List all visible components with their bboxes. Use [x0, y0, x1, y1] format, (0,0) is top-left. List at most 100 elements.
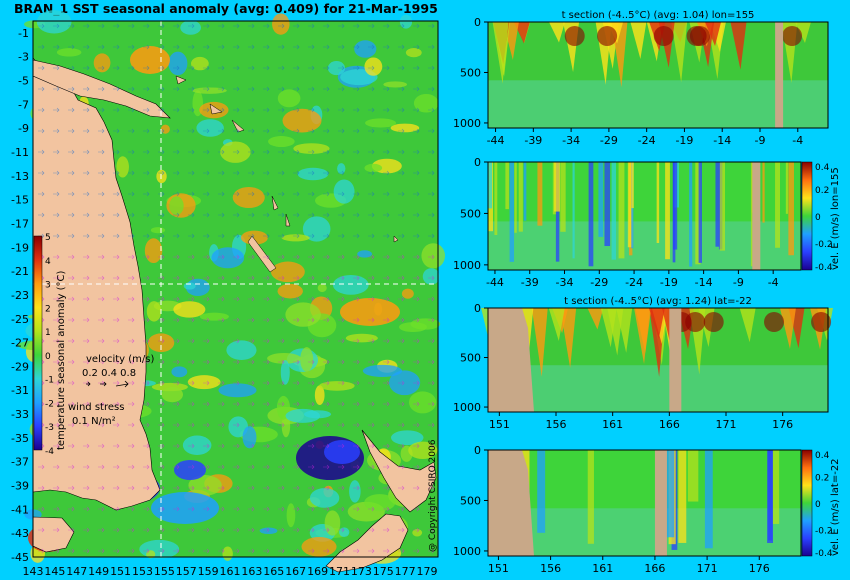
- map-x-tick-label: 175: [373, 565, 394, 578]
- anomaly-blob: [364, 163, 383, 173]
- anomaly-blob: [332, 275, 369, 295]
- wind-arrow: [398, 233, 405, 239]
- map-x-tick-label: 153: [132, 565, 153, 578]
- wind-arrow: [53, 233, 60, 239]
- anomaly-blob: [345, 333, 378, 343]
- wind-arrow: [188, 233, 195, 239]
- wind-arrow: [128, 86, 135, 92]
- wind-arrow: [383, 128, 390, 134]
- wind-arrow: [323, 275, 330, 281]
- velocity-feature: [698, 162, 702, 263]
- wind-arrow: [308, 401, 315, 407]
- wind-arrow: [428, 443, 435, 449]
- wind-arrow: [128, 65, 135, 71]
- wind-arrow: [128, 317, 135, 323]
- wind-arrow: [53, 506, 60, 512]
- map-x-tick-label: 157: [176, 565, 197, 578]
- velocity-feature: [523, 162, 527, 221]
- wind-arrow: [143, 422, 150, 428]
- wind-arrow: [353, 65, 360, 71]
- wind-arrow: [68, 170, 75, 176]
- section-y-tick-label: 0: [474, 302, 481, 315]
- wind-arrow: [398, 65, 405, 71]
- temperature-feature: [811, 312, 832, 332]
- wind-arrow: [203, 107, 210, 113]
- wind-arrow: [413, 149, 420, 155]
- wind-arrow: [53, 359, 60, 365]
- colorbar-gradient: [33, 235, 43, 451]
- section-y-tick-label: 0: [474, 156, 481, 169]
- wind-arrow: [113, 380, 120, 386]
- anomaly-blob: [389, 370, 421, 396]
- wind-arrow: [218, 44, 225, 50]
- velocity-colorbar-tick: 0.2: [815, 474, 829, 484]
- wind-arrow: [68, 464, 75, 470]
- wind-arrow: [68, 422, 75, 428]
- wind-arrow: [278, 23, 285, 29]
- wind-arrow: [263, 401, 270, 407]
- section-deep-water: [488, 221, 801, 270]
- wind-arrow: [368, 254, 375, 260]
- wind-arrow: [263, 275, 270, 281]
- wind-arrow: [113, 485, 120, 491]
- wind-arrow: [413, 233, 420, 239]
- anomaly-blob: [130, 46, 170, 74]
- section-y-tick-label: 500: [460, 66, 481, 79]
- anomaly-blob: [174, 460, 206, 480]
- wind-arrow: [53, 317, 60, 323]
- wind-arrow: [248, 359, 255, 365]
- anomaly-blob: [192, 87, 227, 94]
- velocity-feature: [704, 450, 713, 549]
- colorbar-tick-label: -3: [45, 423, 54, 433]
- wind-arrow: [398, 149, 405, 155]
- wind-arrow: [323, 464, 330, 470]
- wind-arrow: [263, 44, 270, 50]
- wind-arrow: [173, 107, 180, 113]
- wind-arrow: [83, 422, 90, 428]
- wind-arrow: [233, 485, 240, 491]
- temperature-feature: [648, 308, 665, 339]
- temperature-feature: [705, 22, 722, 47]
- wind-arrow: [293, 317, 300, 323]
- velocity-colorbar-tick: -0.4: [815, 263, 833, 273]
- wind-arrow: [53, 107, 60, 113]
- colorbar-tick-label: 1: [45, 328, 51, 338]
- wind-arrow: [413, 212, 420, 218]
- anomaly-blob: [281, 414, 291, 438]
- wind-arrow: [278, 86, 285, 92]
- wind-arrow: [383, 170, 390, 176]
- wind-arrow: [128, 254, 135, 260]
- wind-arrow: [188, 317, 195, 323]
- anomaly-blob: [301, 536, 337, 557]
- wind-arrow: [338, 254, 345, 260]
- anomaly-blob: [339, 527, 350, 538]
- anomaly-blob: [337, 163, 346, 175]
- anomaly-blob: [399, 14, 413, 29]
- velocity-feature: [514, 162, 517, 233]
- wind-arrow: [143, 338, 150, 344]
- temperature-feature: [564, 26, 585, 46]
- wind-arrow: [143, 191, 150, 197]
- wind-arrow: [188, 170, 195, 176]
- wind-arrow: [218, 548, 225, 554]
- wind-arrow: [263, 485, 270, 491]
- wind-arrow: [38, 107, 45, 113]
- wind-arrow: [233, 296, 240, 302]
- wind-arrow: [218, 86, 225, 92]
- wind-arrow: [233, 44, 240, 50]
- wind-arrow: [338, 65, 345, 71]
- wind-arrow: [308, 23, 315, 29]
- wind-arrow: [203, 149, 210, 155]
- map-x-tick-label: 167: [285, 565, 306, 578]
- wind-arrow: [338, 359, 345, 365]
- anomaly-blob: [188, 475, 222, 496]
- wind-arrow: [308, 338, 315, 344]
- wind-arrow: [128, 548, 135, 554]
- wind-arrow: [338, 275, 345, 281]
- wind-arrow: [428, 296, 435, 302]
- anomaly-blob: [280, 359, 290, 385]
- wind-arrow: [413, 506, 420, 512]
- section-panel-4: 151 156 161 166 171 176 0 500 1000 0.4 0.2 0 -0.2 -0.…: [453, 444, 841, 575]
- wind-arrow: [158, 422, 165, 428]
- velocity-colorbar-label: vel. E (m/s) lat=-22: [830, 458, 841, 556]
